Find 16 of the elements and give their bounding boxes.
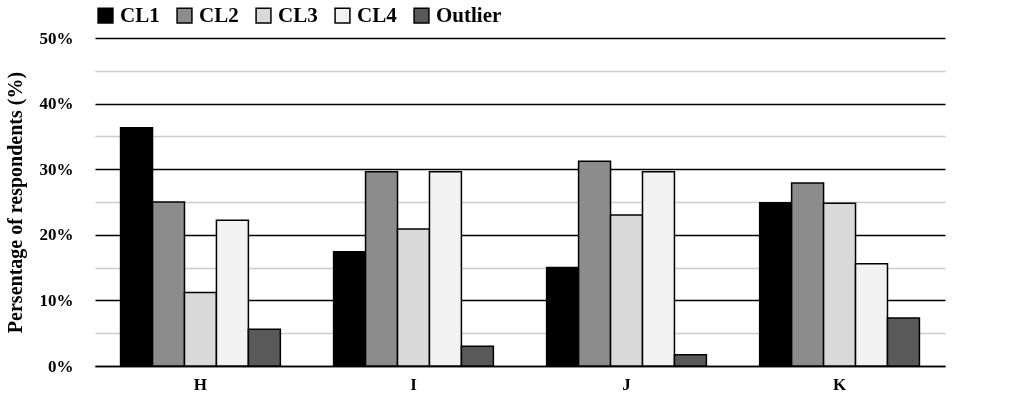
y-tick-label: 0%	[48, 356, 74, 376]
legend-label: CL4	[357, 2, 398, 27]
legend-label: CL1	[120, 2, 160, 27]
legend-label: CL3	[278, 2, 318, 27]
legend-label: Outlier	[436, 2, 502, 27]
y-axis-title: Persentage of respondents (%)	[3, 71, 27, 334]
y-tick-label: 40%	[39, 94, 74, 114]
x-tick-label: I	[410, 374, 418, 394]
y-tick-label: 10%	[39, 290, 74, 310]
y-tick-label: 20%	[39, 225, 74, 245]
x-tick-label: J	[622, 374, 632, 394]
x-tick-label: K	[832, 374, 847, 394]
y-tick-label: 50%	[39, 28, 74, 48]
x-tick-label: H	[193, 374, 208, 394]
legend-label: CL2	[199, 2, 239, 27]
y-tick-label: 30%	[39, 159, 74, 179]
